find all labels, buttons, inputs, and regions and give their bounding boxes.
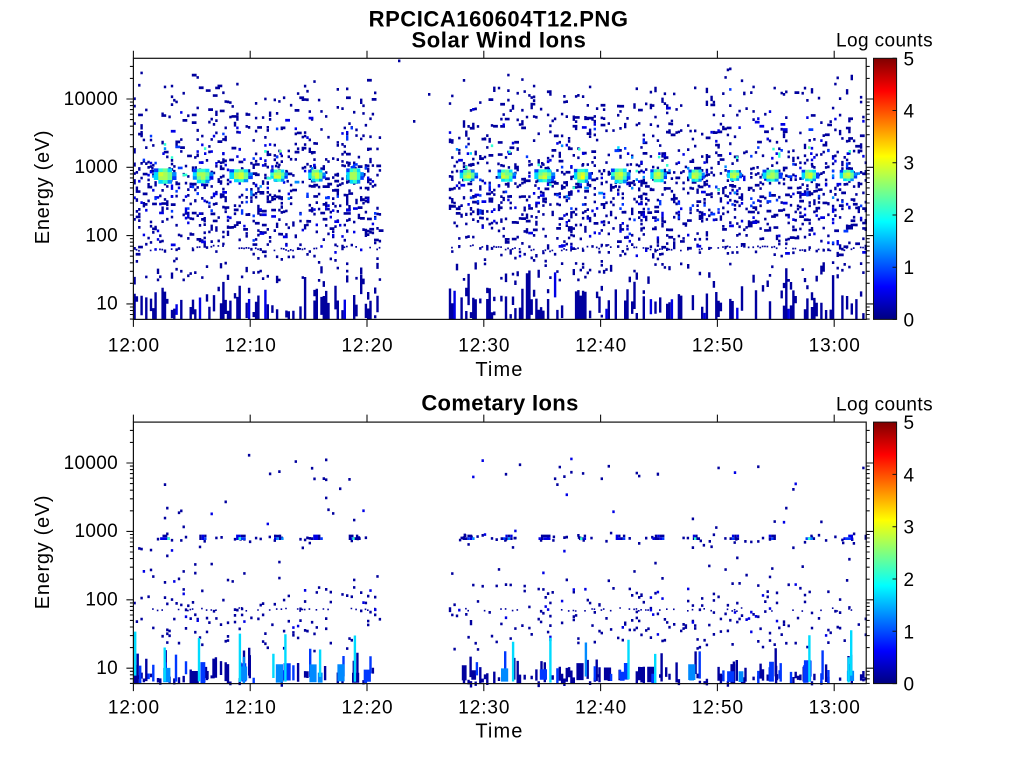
svg-text:1000: 1000 [75,521,118,542]
svg-text:12:00: 12:00 [108,335,160,356]
svg-text:Energy (eV): Energy (eV) [32,130,54,244]
svg-text:12:00: 12:00 [108,697,160,718]
svg-text:100: 100 [85,225,118,246]
svg-text:Time: Time [475,359,523,381]
svg-text:12:30: 12:30 [458,335,510,356]
svg-text:3: 3 [904,154,915,175]
svg-text:12:40: 12:40 [575,335,627,356]
svg-text:10000: 10000 [64,89,118,110]
svg-text:3: 3 [904,518,915,539]
svg-text:13:00: 13:00 [809,335,861,356]
svg-text:12:30: 12:30 [458,697,510,718]
svg-text:12:50: 12:50 [692,697,744,718]
svg-text:1: 1 [904,622,915,643]
svg-text:Log counts: Log counts [836,395,933,416]
svg-text:Cometary Ions: Cometary Ions [421,391,578,416]
svg-text:1: 1 [904,258,915,279]
svg-text:Time: Time [475,721,523,743]
svg-text:10: 10 [96,658,118,679]
svg-text:10: 10 [96,294,118,315]
svg-text:13:00: 13:00 [809,697,861,718]
svg-text:Log counts: Log counts [836,31,933,52]
svg-text:12:40: 12:40 [575,697,627,718]
svg-text:Solar Wind Ions: Solar Wind Ions [411,28,586,53]
svg-text:2: 2 [904,570,915,591]
svg-text:10000: 10000 [64,453,118,474]
svg-text:2: 2 [904,206,915,227]
svg-text:100: 100 [85,590,118,611]
svg-text:4: 4 [904,102,915,123]
svg-text:1000: 1000 [75,157,118,178]
svg-text:12:20: 12:20 [341,697,393,718]
svg-text:12:10: 12:10 [225,697,277,718]
svg-text:12:50: 12:50 [692,335,744,356]
svg-text:12:20: 12:20 [341,335,393,356]
svg-text:5: 5 [904,413,915,434]
svg-text:RPCICA160604T12.PNG: RPCICA160604T12.PNG [369,7,629,32]
svg-text:5: 5 [904,49,915,70]
svg-text:0: 0 [904,310,915,331]
svg-text:0: 0 [904,675,915,696]
svg-text:12:10: 12:10 [225,335,277,356]
svg-text:Energy (eV): Energy (eV) [32,495,54,609]
svg-text:4: 4 [904,465,915,486]
